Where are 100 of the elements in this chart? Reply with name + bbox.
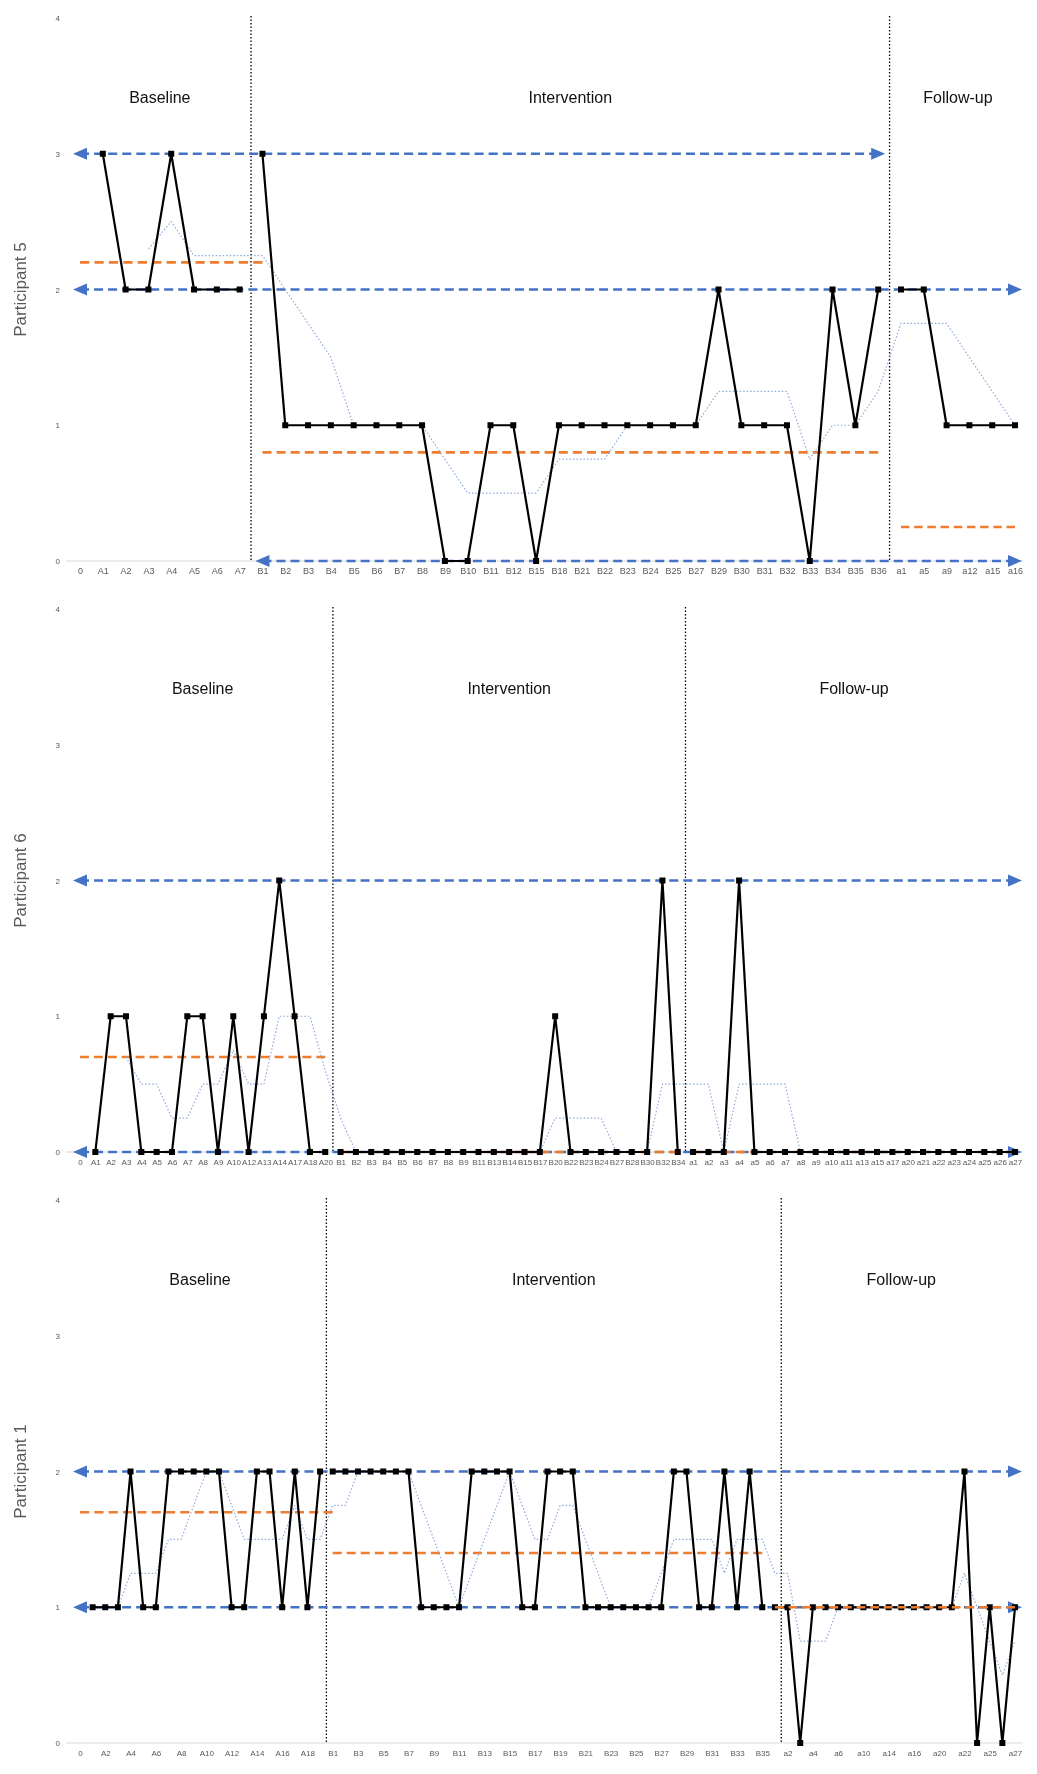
y-tick-label: 4 [55, 1196, 61, 1206]
point [696, 1604, 703, 1611]
x-tick-label: A9 [213, 1157, 224, 1167]
x-tick-label: A16 [275, 1748, 291, 1758]
x-tick-label: B9 [458, 1157, 470, 1167]
x-tick-label: B22 [597, 566, 614, 577]
x-tick-label: B13 [477, 1748, 493, 1758]
x-tick-label: B6 [412, 1157, 424, 1167]
x-tick-label: B9 [439, 566, 451, 577]
y-tick-label: 0 [55, 557, 61, 567]
x-tick-label: a3 [719, 1157, 730, 1167]
x-tick-label: A8 [198, 1157, 209, 1167]
x-tick-label: B7 [428, 1157, 439, 1167]
point [291, 1468, 298, 1475]
x-tick-label: a5 [919, 566, 930, 577]
x-tick-label: A2 [106, 1157, 117, 1167]
point [645, 1604, 652, 1611]
x-tick-label: B5 [397, 1157, 408, 1167]
point [961, 1468, 968, 1475]
point [140, 1604, 147, 1611]
x-tick-label: B10 [460, 566, 477, 577]
point [544, 1468, 551, 1475]
annotation: Intervention [528, 88, 613, 106]
x-tick-label: A18 [300, 1748, 316, 1758]
x-tick-label: a27 [1008, 1748, 1023, 1758]
x-tick-label: 0 [77, 566, 84, 577]
point [253, 1468, 260, 1475]
point [304, 1604, 311, 1611]
point [519, 1604, 526, 1611]
point [165, 1468, 172, 1475]
y-tick-label: 4 [55, 605, 61, 615]
x-tick-label: B8 [417, 566, 429, 577]
x-tick-label: A4 [166, 566, 178, 577]
point [178, 1468, 185, 1475]
x-tick-label: A13 [257, 1157, 273, 1167]
x-tick-label: a11 [840, 1157, 854, 1167]
point [392, 1468, 399, 1475]
x-tick-label: B2 [351, 1157, 362, 1167]
x-tick-label: A18 [303, 1157, 319, 1167]
x-tick-label: B27 [609, 1157, 625, 1167]
x-tick-label: A1 [90, 1157, 102, 1167]
point [708, 1604, 715, 1611]
x-tick-label: B21 [578, 1748, 594, 1758]
x-tick-label: A7 [234, 566, 246, 577]
x-tick-label: A5 [189, 566, 201, 577]
x-tick-label: A14 [250, 1748, 266, 1758]
x-tick-label: A12 [241, 1157, 257, 1167]
point [683, 1468, 690, 1475]
x-tick-label: B7 [404, 1748, 415, 1758]
x-tick-label: B17 [528, 1748, 544, 1758]
x-tick-label: a22 [958, 1748, 973, 1758]
x-tick-label: B28 [625, 1157, 640, 1167]
x-tick-label: B30 [640, 1157, 656, 1167]
x-tick-label: B4 [325, 566, 337, 577]
x-tick-label: a20 [933, 1748, 947, 1758]
point [380, 1468, 387, 1475]
point [354, 1468, 361, 1475]
x-tick-label: B20 [548, 1157, 564, 1167]
point [721, 1468, 728, 1475]
point [620, 1604, 627, 1611]
x-tick-label: a10 [857, 1748, 872, 1758]
x-tick-label: B2 [280, 566, 292, 577]
x-tick-label: B24 [642, 566, 659, 577]
point [266, 1468, 273, 1475]
x-tick-label: B34 [671, 1157, 686, 1167]
x-tick-label: a6 [765, 1157, 776, 1167]
x-tick-label: B11 [472, 1157, 487, 1167]
point [190, 1468, 197, 1475]
annotation: Baseline [129, 88, 191, 106]
x-tick-label: a15 [985, 566, 1001, 577]
annotation: Follow-up [819, 679, 889, 697]
x-tick-label: B7 [394, 566, 406, 577]
point [203, 1468, 210, 1475]
x-tick-label: a13 [855, 1157, 870, 1167]
x-tick-label: A8 [176, 1748, 188, 1758]
x-tick-label: A3 [143, 566, 155, 577]
x-tick-label: a16 [907, 1748, 922, 1758]
annotation: Intervention [512, 1270, 596, 1288]
y-axis-title: Participant 1 [11, 1424, 30, 1519]
point [430, 1604, 437, 1611]
x-tick-label: A4 [136, 1157, 148, 1167]
x-tick-label: B1 [328, 1748, 339, 1758]
point [607, 1604, 614, 1611]
point [746, 1468, 753, 1475]
x-tick-label: B31 [756, 566, 773, 577]
x-tick-label: B36 [870, 566, 887, 577]
x-tick-label: B3 [366, 1157, 378, 1167]
point [809, 1604, 816, 1611]
point [595, 1604, 602, 1611]
x-tick-label: a1 [896, 566, 907, 577]
x-tick-label: 0 [78, 1157, 84, 1167]
x-tick-label: B24 [594, 1157, 610, 1167]
x-tick-label: a12 [962, 566, 978, 577]
x-tick-label: B15 [517, 1157, 533, 1167]
x-tick-label: B13 [487, 1157, 503, 1167]
y-tick-label: 1 [55, 1012, 61, 1022]
x-tick-label: a9 [942, 566, 953, 577]
x-tick-label: a5 [750, 1157, 760, 1167]
x-tick-label: B25 [629, 1748, 645, 1758]
point [468, 1468, 475, 1475]
